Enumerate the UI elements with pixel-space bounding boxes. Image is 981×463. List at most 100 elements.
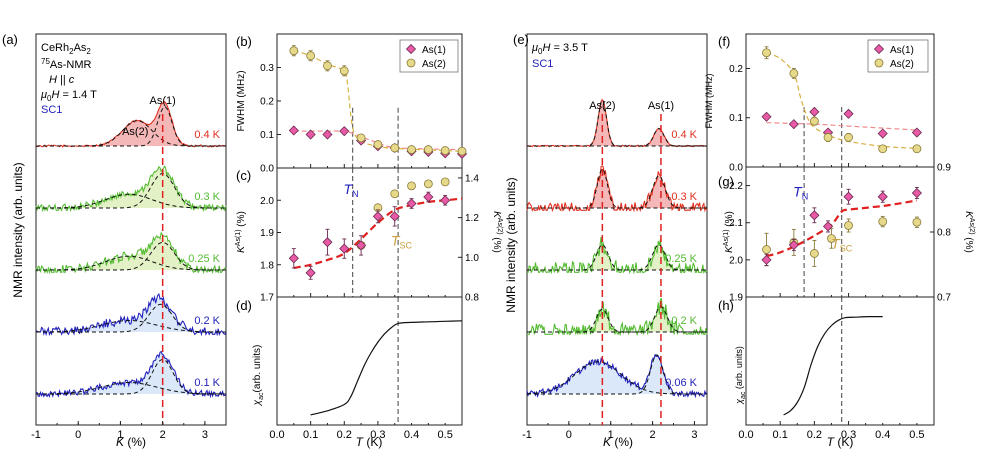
panel-a-ylabel: NMR intensity (arb. units) — [11, 162, 25, 297]
panel-a-title-2: 75As-NMR — [41, 57, 92, 71]
panel-e-xlabel: K (%) — [603, 435, 633, 449]
x-tick-label: 0 — [566, 429, 572, 441]
data-point-diamond — [877, 191, 888, 202]
x-tick-label: 0.4 — [404, 429, 419, 441]
y-tick-label: 1.0 — [465, 253, 479, 264]
y-tick-label: 2.1 — [729, 218, 743, 229]
data-point-circle — [373, 140, 383, 149]
data-point-diamond — [288, 125, 299, 136]
data-point-circle — [809, 249, 819, 258]
legend-label-as2: As(2) — [890, 59, 914, 70]
panel-c-ylabel: KAs(1) (%) — [235, 211, 247, 253]
peak-label: As(2) — [589, 100, 615, 112]
panel-h-label: (h) — [718, 298, 734, 313]
temperature-label: 0.2 K — [671, 315, 697, 327]
panel-a-title-3: H || c — [49, 74, 75, 86]
x-tick-label: 0.0 — [738, 429, 753, 441]
legend-label-as1: As(1) — [890, 45, 914, 56]
x-tick-label: 1 — [608, 429, 614, 441]
panel-h: (h) χac (arb. units) T (K) 0.0 0.1 0.2 0.3 0… — [718, 296, 935, 449]
data-point-circle — [878, 217, 888, 227]
data-point-diamond — [389, 211, 400, 222]
data-point-circle — [339, 66, 349, 76]
data-point-diamond — [288, 253, 299, 264]
tn-annotation: TN — [343, 181, 358, 199]
panel-d-frame — [276, 296, 463, 426]
y-tick-label: 0.1 — [260, 130, 274, 141]
gaussian-fit-line — [36, 172, 226, 209]
spectrum-fill — [36, 354, 226, 394]
data-point-diamond — [372, 211, 383, 222]
panel-c-frame — [276, 167, 463, 298]
y-tick-label: 0.0 — [729, 163, 743, 174]
panel-e-title-2: SC1 — [532, 58, 553, 70]
fit-curve — [293, 130, 463, 151]
data-point-diamond — [843, 191, 854, 202]
data-point-diamond — [873, 43, 885, 55]
panel-d-ylabel: χac(arb. units) — [252, 345, 265, 407]
knight-shift-fit — [293, 197, 463, 270]
panel-b-ylabel: FWHM (MHz) — [236, 70, 247, 131]
x-tick-label: 0.3 — [370, 429, 385, 441]
x-tick-label: 0.3 — [841, 429, 856, 441]
panel-b: (b) FWHM (MHz) 0.0 0.1 0.2 0.3 As(1) As(2) — [236, 33, 468, 175]
temperature-label: 0.4 K — [671, 129, 697, 141]
y-tick-label: 0.2 — [729, 64, 743, 75]
data-point-circle — [874, 58, 884, 68]
panel-d-label: (d) — [236, 298, 252, 313]
data-point-circle — [844, 221, 853, 230]
data-point-diamond — [305, 129, 316, 140]
fit-curve — [293, 50, 463, 152]
tsc-annotation: TSC — [831, 236, 853, 254]
tsc-annotation: TSC — [391, 232, 413, 250]
data-point-circle — [406, 58, 416, 68]
gaussian-fit-line — [36, 382, 226, 395]
gaussian-fit-line — [527, 306, 707, 333]
temperature-label: 0.4 K — [194, 129, 220, 141]
panel-a-title-5: SC1 — [41, 104, 62, 116]
spectrum-line — [35, 350, 227, 399]
x-tick-label: 0 — [75, 429, 81, 441]
temperature-label: 0.2 K — [194, 315, 220, 327]
data-point-diamond — [405, 43, 417, 55]
spectrum-line — [527, 236, 708, 275]
fit-curve — [766, 122, 917, 131]
gaussian-fit-line — [527, 361, 707, 395]
x-tick-label: 3 — [691, 429, 697, 441]
panel-d: (d) χac(arb. units) T (K) 0.0 0.1 0.2 0.3 0.… — [236, 296, 463, 449]
data-point-diamond — [788, 119, 799, 130]
data-point-circle — [912, 217, 922, 227]
data-point-circle — [912, 144, 922, 154]
spectrum-fill — [527, 168, 707, 208]
data-point-diamond — [406, 198, 417, 209]
data-point-diamond — [877, 128, 888, 139]
data-point-diamond — [440, 195, 451, 206]
gaussian-fit-line — [36, 320, 226, 333]
y-tick-label: 1.2 — [465, 213, 479, 224]
panel-e: (e) 0.4 K 0.3 K 0.25 K 0.2 K 0.06 K As(2) As(1… — [504, 32, 708, 449]
spectrum-line — [526, 353, 708, 399]
peak-label: As(2) — [122, 126, 148, 138]
data-point-circle — [789, 69, 799, 78]
x-tick-label: 0.1 — [303, 429, 318, 441]
panel-f: (f) FWHM (MHz) 0.0 0.1 0.2 As(1) As(2) — [704, 33, 935, 174]
panel-a-title-1: CeRh2As2 — [41, 42, 91, 56]
panel-g-label: (g) — [718, 174, 734, 189]
y-tick-label: 0.0 — [260, 164, 274, 175]
data-point-circle — [762, 48, 771, 58]
panel-a-frame — [35, 33, 227, 426]
panel-a-title-4: μ0H = 1.4 T — [40, 89, 97, 103]
x-tick-label: 0.5 — [909, 429, 924, 441]
spectrum-fill — [36, 237, 226, 270]
data-point-circle — [390, 189, 400, 199]
panel-g-ylabel-right: KAs(2) (%) — [963, 211, 975, 253]
data-point-circle — [407, 181, 416, 191]
y-tick-label: 0.2 — [260, 97, 274, 108]
y-tick-label: 1.9 — [260, 228, 274, 239]
panel-f-label: (f) — [718, 34, 730, 49]
y-tick-label: 0.3 — [260, 63, 274, 74]
data-point-circle — [407, 145, 416, 154]
peak-label: As(1) — [150, 95, 176, 107]
x-tick-label: 1 — [117, 429, 123, 441]
